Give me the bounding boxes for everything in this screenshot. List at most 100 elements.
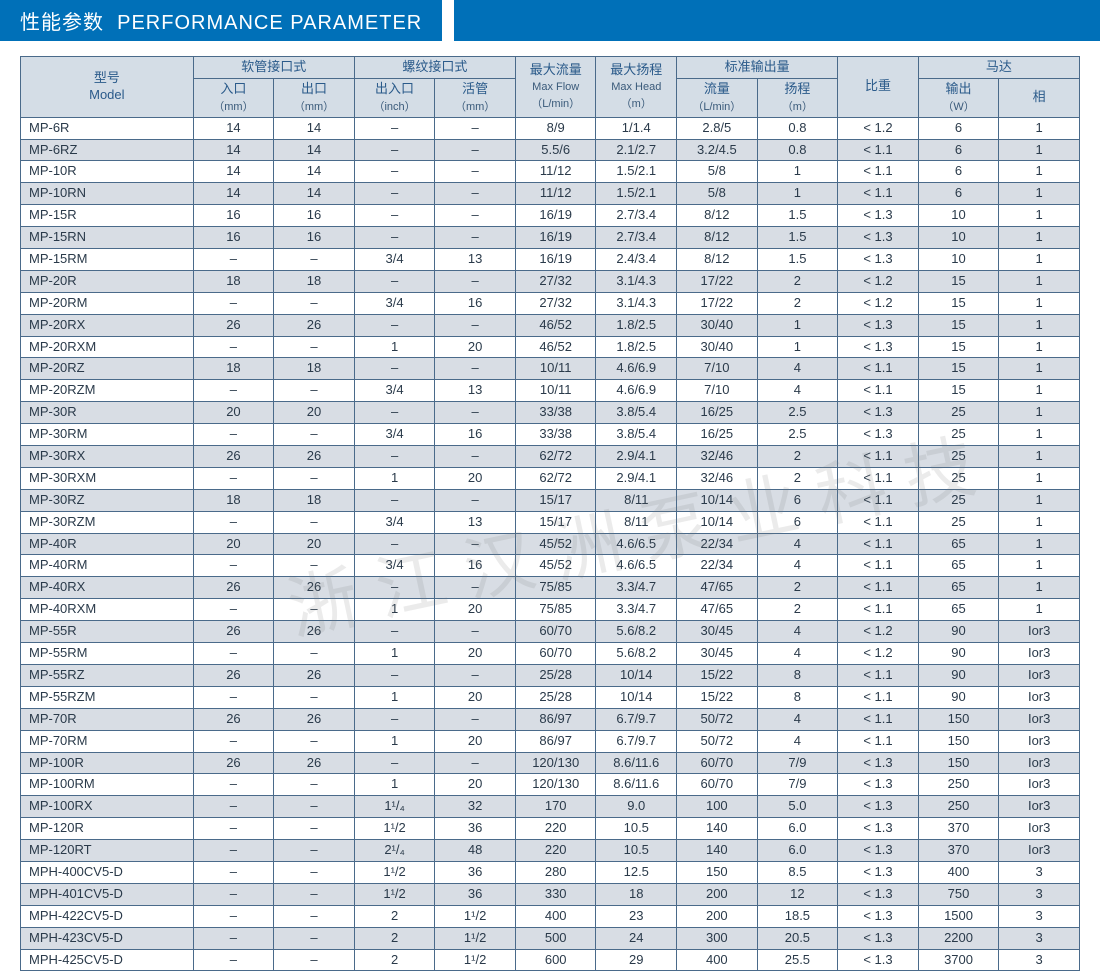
cell-value: 60/70	[677, 752, 758, 774]
cell-value: < 1.3	[838, 402, 919, 424]
cell-value: –	[354, 402, 435, 424]
cell-value: –	[435, 358, 516, 380]
title-bar-rest	[454, 0, 1100, 41]
cell-value: 2	[757, 577, 838, 599]
cell-value: 1	[999, 402, 1080, 424]
cell-value: 65	[918, 533, 999, 555]
cell-model: MPH-425CV5-D	[21, 949, 194, 971]
table-row: MP-15RM––3/41316/192.4/3.48/121.5< 1.310…	[21, 249, 1080, 271]
cell-value: < 1.1	[838, 183, 919, 205]
cell-value: 10/11	[515, 358, 596, 380]
table-row: MP-55RM––12060/705.6/8.230/454< 1.290Ior…	[21, 643, 1080, 665]
cell-value: 1	[999, 446, 1080, 468]
title-gap	[442, 0, 454, 41]
cell-value: 27/32	[515, 270, 596, 292]
cell-value: 1	[354, 336, 435, 358]
cell-value: 20.5	[757, 927, 838, 949]
table-row: MP-70R2626––86/976.7/9.750/724< 1.1150Io…	[21, 708, 1080, 730]
cell-value: < 1.2	[838, 117, 919, 139]
cell-value: 32/46	[677, 467, 758, 489]
cell-value: 65	[918, 577, 999, 599]
cell-value: 4.6/6.5	[596, 533, 677, 555]
cell-value: –	[274, 380, 355, 402]
cell-value: 3/4	[354, 511, 435, 533]
cell-value: 16/25	[677, 424, 758, 446]
table-row: MP-30RXM––12062/722.9/4.132/462< 1.1251	[21, 467, 1080, 489]
cell-value: –	[354, 621, 435, 643]
th-thread: 螺纹接口式	[354, 57, 515, 79]
table-row: MP-30RZM––3/41315/178/1110/146< 1.1251	[21, 511, 1080, 533]
cell-value: 400	[515, 905, 596, 927]
cell-value: 1	[354, 686, 435, 708]
table-row: MP-15R1616––16/192.7/3.48/121.5< 1.3101	[21, 205, 1080, 227]
cell-model: MP-6RZ	[21, 139, 194, 161]
cell-model: MP-20RZM	[21, 380, 194, 402]
cell-value: Ior3	[999, 730, 1080, 752]
title-cn: 性能参数	[20, 12, 104, 34]
cell-value: < 1.3	[838, 840, 919, 862]
cell-model: MP-15R	[21, 205, 194, 227]
th-output: 输出 （W）	[918, 78, 999, 117]
cell-value: 16	[435, 292, 516, 314]
cell-model: MP-70RM	[21, 730, 194, 752]
cell-value: 1	[999, 555, 1080, 577]
cell-value: < 1.1	[838, 161, 919, 183]
cell-value: 1.8/2.5	[596, 314, 677, 336]
cell-model: MP-100RM	[21, 774, 194, 796]
cell-value: –	[193, 686, 274, 708]
cell-value: < 1.3	[838, 905, 919, 927]
cell-value: 1	[354, 643, 435, 665]
cell-value: 13	[435, 249, 516, 271]
table-row: MP-20R1818––27/323.1/4.317/222< 1.2151	[21, 270, 1080, 292]
cell-model: MP-20R	[21, 270, 194, 292]
cell-model: MP-20RZ	[21, 358, 194, 380]
cell-value: 2¹/₄	[354, 840, 435, 862]
cell-value: 26	[193, 708, 274, 730]
cell-value: 25/28	[515, 686, 596, 708]
cell-value: 4	[757, 555, 838, 577]
th-maxflow: 最大流量 Max Flow （L/min）	[515, 57, 596, 118]
th-sg: 比重	[838, 57, 919, 118]
table-row: MP-20RZM––3/41310/114.6/6.97/104< 1.1151	[21, 380, 1080, 402]
cell-value: –	[193, 796, 274, 818]
cell-value: 15	[918, 314, 999, 336]
cell-value: 100	[677, 796, 758, 818]
cell-value: –	[435, 752, 516, 774]
cell-value: 3	[999, 883, 1080, 905]
cell-value: –	[354, 664, 435, 686]
cell-value: 150	[677, 861, 758, 883]
table-row: MP-100RM––120120/1308.6/11.660/707/9< 1.…	[21, 774, 1080, 796]
title-bar: 性能参数 PERFORMANCE PARAMETER	[0, 0, 1100, 41]
cell-value: < 1.1	[838, 489, 919, 511]
cell-value: 3.8/5.4	[596, 402, 677, 424]
cell-value: < 1.3	[838, 424, 919, 446]
cell-value: –	[354, 139, 435, 161]
cell-value: 120/130	[515, 774, 596, 796]
cell-model: MP-30RXM	[21, 467, 194, 489]
cell-value: 4	[757, 621, 838, 643]
cell-value: 0.8	[757, 117, 838, 139]
cell-value: –	[193, 927, 274, 949]
cell-value: 26	[193, 446, 274, 468]
cell-value: 86/97	[515, 708, 596, 730]
cell-value: 1	[757, 314, 838, 336]
cell-value: 20	[435, 730, 516, 752]
th-stdout: 标准输出量	[677, 57, 838, 79]
cell-value: 30/45	[677, 621, 758, 643]
cell-model: MP-30RX	[21, 446, 194, 468]
cell-value: 2.7/3.4	[596, 205, 677, 227]
cell-value: 1	[999, 292, 1080, 314]
cell-value: 29	[596, 949, 677, 971]
cell-value: 8.6/11.6	[596, 752, 677, 774]
cell-value: 600	[515, 949, 596, 971]
cell-value: 1	[354, 730, 435, 752]
cell-value: 6.7/9.7	[596, 708, 677, 730]
cell-value: –	[354, 314, 435, 336]
table-row: MPH-401CV5-D––1¹/2363301820012< 1.37503	[21, 883, 1080, 905]
cell-value: –	[193, 292, 274, 314]
cell-value: –	[274, 249, 355, 271]
cell-value: 4	[757, 533, 838, 555]
cell-value: 7/9	[757, 774, 838, 796]
cell-value: 300	[677, 927, 758, 949]
table-row: MP-40RM––3/41645/524.6/6.522/344< 1.1651	[21, 555, 1080, 577]
